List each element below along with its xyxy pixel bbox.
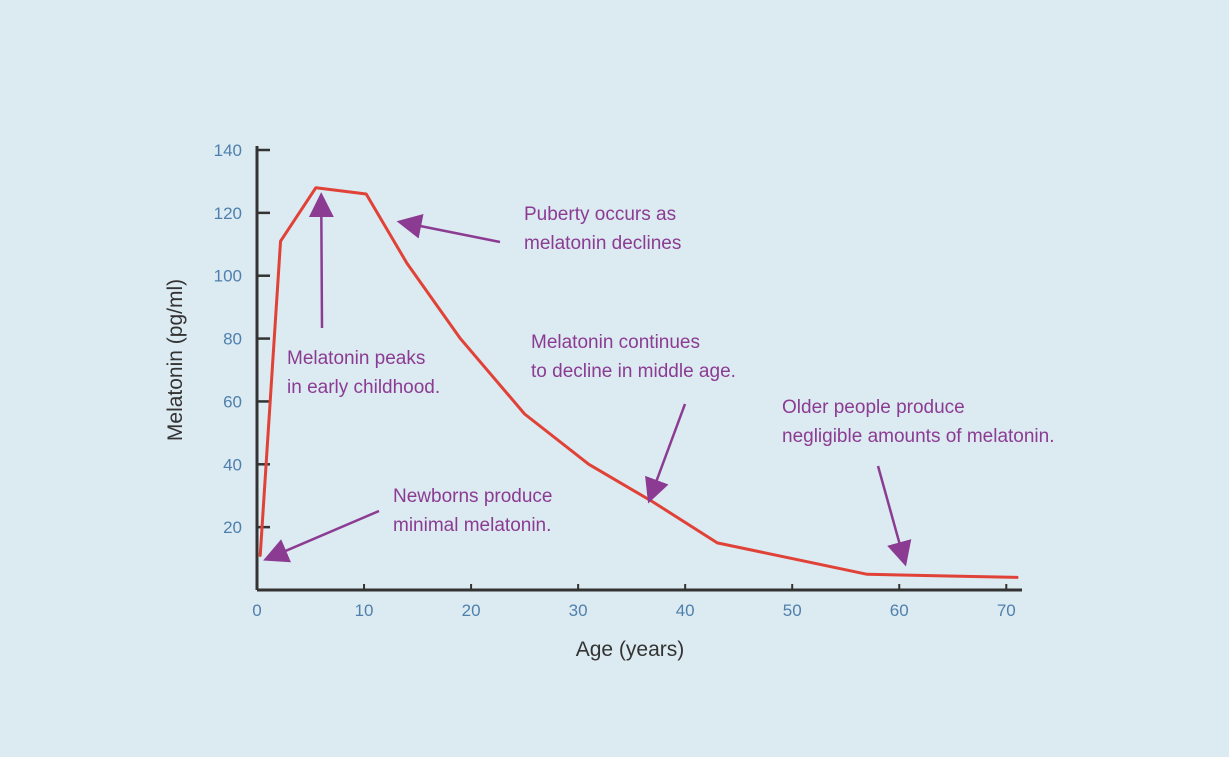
x-tick-label: 60	[890, 601, 909, 620]
x-tick-label: 40	[676, 601, 695, 620]
annotation-arrow	[645, 403, 687, 504]
annotation-newborns: Newborns produce minimal melatonin.	[263, 486, 552, 563]
annotation-text: Puberty occurs as melatonin declines	[524, 204, 681, 254]
y-tick-label: 100	[214, 267, 242, 286]
annotation-puberty: Puberty occurs as melatonin declines	[396, 204, 681, 254]
y-tick-label: 80	[223, 330, 242, 349]
x-axis-title: Age (years)	[576, 638, 685, 661]
x-tick-label: 50	[783, 601, 802, 620]
x-tick-label: 30	[569, 601, 588, 620]
annotation-older-people: Older people produce negligible amounts o…	[782, 397, 1055, 567]
annotation-line: Older people produce	[782, 397, 965, 418]
annotation-line: minimal melatonin.	[393, 515, 551, 536]
y-tick-label: 40	[223, 455, 242, 474]
annotation-arrow	[263, 509, 380, 563]
annotation-text: Melatonin peaks in early childhood.	[287, 348, 440, 398]
x-tick-label: 20	[462, 601, 481, 620]
x-tick-label: 70	[997, 601, 1016, 620]
annotation-line: Melatonin peaks	[287, 348, 425, 369]
annotation-arrow	[396, 213, 501, 244]
annotation-line: negligible amounts of melatonin.	[782, 426, 1055, 447]
annotation-line: to decline in middle age.	[531, 361, 736, 382]
annotation-line: Newborns produce	[393, 486, 552, 507]
y-tick-label: 60	[223, 392, 242, 411]
annotation-middle-age: Melatonin continues to decline in middle …	[531, 332, 736, 504]
melatonin-curve	[258, 186, 1019, 579]
y-tick-label: 140	[214, 141, 242, 160]
annotation-line: Puberty occurs as	[524, 204, 676, 225]
x-tick-label: 10	[355, 601, 374, 620]
annotation-arrow	[308, 192, 334, 329]
annotation-line: Melatonin continues	[531, 332, 700, 353]
annotation-arrow	[876, 465, 912, 567]
annotation-line: in early childhood.	[287, 377, 440, 398]
x-tick-label: 0	[252, 601, 261, 620]
annotation-text: Older people produce negligible amounts o…	[782, 397, 1055, 447]
annotation-text: Melatonin continues to decline in middle …	[531, 332, 736, 382]
y-tick-label: 120	[214, 204, 242, 223]
annotation-peak-childhood: Melatonin peaks in early childhood.	[287, 192, 440, 398]
annotation-text: Newborns produce minimal melatonin.	[393, 486, 552, 536]
y-tick-label: 20	[223, 518, 242, 537]
y-axis-title: Melatonin (pg/ml)	[164, 279, 187, 441]
annotation-line: melatonin declines	[524, 233, 681, 254]
